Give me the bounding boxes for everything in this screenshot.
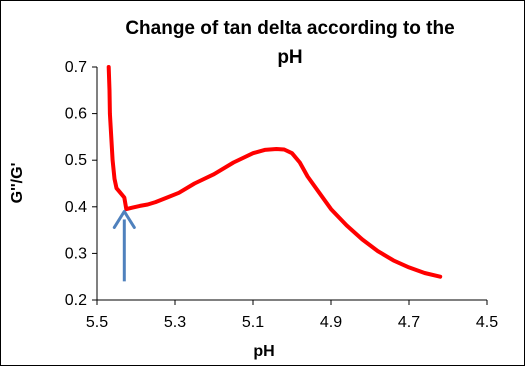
y-tick-label: 0.2 [65,292,87,309]
x-tick-label: 4.9 [320,314,342,331]
x-axis-label: pH [253,343,274,360]
plot-area: 0.7 0.6 0.5 0.4 0.3 0.2 5.5 5.3 5.1 4.9 4.7 4.5 [65,59,498,331]
arrow-head [112,209,136,229]
x-tick-label: 4.5 [476,314,498,331]
x-tick-label: 5.3 [164,314,186,331]
y-axis-label: G''/G' [9,163,26,204]
y-tick-label: 0.7 [65,59,87,76]
y-tick-label: 0.5 [65,152,87,169]
x-tick-label: 5.1 [242,314,264,331]
series-line [106,65,443,279]
y-tick-label: 0.3 [65,245,87,262]
y-tick-label: 0.4 [65,199,87,216]
x-tick-label: 5.5 [86,314,108,331]
y-tick-label: 0.6 [65,106,87,123]
chart-title-line-2: pH [277,47,302,68]
series-layer [106,65,443,279]
chart-title-line-1: Change of tan delta according to the [125,18,454,39]
annotation-layer [112,209,136,282]
x-tick-label: 4.7 [398,314,420,331]
x-axis-ticks: 5.5 5.3 5.1 4.9 4.7 4.5 [86,300,498,331]
y-axis-ticks: 0.7 0.6 0.5 0.4 0.3 0.2 [65,59,97,309]
